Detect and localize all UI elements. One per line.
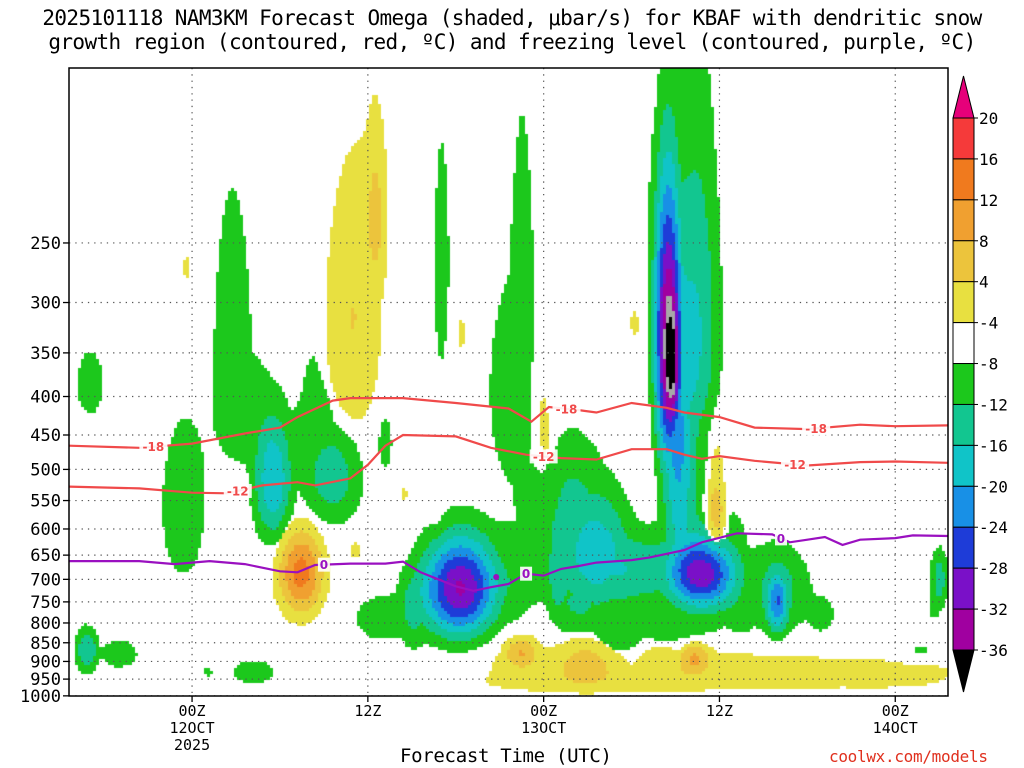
contour-line-0 bbox=[69, 397, 948, 449]
colorbar-label: -24 bbox=[979, 518, 1008, 537]
contour-label-bg bbox=[520, 566, 533, 581]
contour-label-bg bbox=[529, 449, 558, 464]
colorbar-segment bbox=[952, 608, 975, 651]
contour-label: -12 bbox=[227, 484, 249, 498]
colorbar-segment bbox=[952, 567, 975, 610]
x-tick-label: 12OCT bbox=[169, 719, 214, 737]
contour-label: -18 bbox=[556, 402, 578, 416]
x-tick-label: 00Z bbox=[530, 702, 557, 720]
y-tick-label: 400 bbox=[30, 388, 61, 408]
colorbar-segment bbox=[952, 199, 975, 242]
contour-label-bg bbox=[781, 457, 810, 472]
colorbar-segment bbox=[952, 240, 975, 283]
y-tick-label: 1000 bbox=[20, 687, 61, 707]
contour-label-bg bbox=[139, 439, 168, 454]
colorbar-segment bbox=[952, 526, 975, 569]
x-tick-label: 00Z bbox=[882, 702, 909, 720]
colorbar-segment bbox=[952, 485, 975, 528]
y-tick-label: 850 bbox=[30, 634, 61, 654]
colorbar-label: -16 bbox=[979, 436, 1008, 455]
colorbar-label: 8 bbox=[979, 232, 989, 251]
colorbar-label: -4 bbox=[979, 314, 998, 333]
contour-label: -12 bbox=[784, 458, 806, 472]
x-tick-label: 14OCT bbox=[873, 719, 918, 737]
contour-label: 0 bbox=[777, 532, 785, 546]
colorbar-label: -32 bbox=[979, 600, 1008, 619]
y-tick-label: 550 bbox=[30, 492, 61, 512]
x-tick-label: 2025 bbox=[174, 736, 210, 754]
colorbar-label: 20 bbox=[979, 109, 998, 128]
chart-title: 2025101118 NAM3KM Forecast Omega (shaded… bbox=[0, 6, 1024, 54]
y-tick-label: 900 bbox=[30, 652, 61, 672]
contour-label: -18 bbox=[805, 422, 827, 436]
colorbar-label: 4 bbox=[979, 273, 989, 292]
y-tick-label: 300 bbox=[30, 294, 61, 314]
plot-area: -18 -18 -18 -12 -12 -12 0 0 0 bbox=[69, 68, 948, 696]
colorbar-segment bbox=[952, 281, 975, 324]
colorbar-label: -36 bbox=[979, 641, 1008, 660]
colorbar-label: -20 bbox=[979, 477, 1008, 496]
y-tick-label: 350 bbox=[30, 344, 61, 364]
colorbar-top-arrow bbox=[952, 75, 975, 119]
colorbar-bottom-arrow bbox=[952, 649, 975, 693]
colorbar-segment bbox=[952, 444, 975, 487]
colorbar-segment bbox=[952, 117, 975, 160]
colorbar-label: 12 bbox=[979, 191, 998, 210]
contour-line-2 bbox=[69, 532, 948, 592]
colorbar-segment bbox=[952, 403, 975, 446]
x-tick-label: 00Z bbox=[179, 702, 206, 720]
y-tick-label: 650 bbox=[30, 546, 61, 566]
contour-label-bg bbox=[223, 483, 252, 498]
y-tick-label: 950 bbox=[30, 670, 61, 690]
contour-label: 0 bbox=[320, 558, 328, 572]
freezing-level-dot bbox=[493, 573, 500, 580]
contour-label-bg bbox=[774, 531, 787, 546]
colorbar-label: 16 bbox=[979, 150, 998, 169]
chart-title-line-2: growth region (contoured, red, ºC) and f… bbox=[48, 30, 976, 54]
y-tick-label: 450 bbox=[30, 426, 61, 446]
colorbar-segment bbox=[952, 363, 975, 405]
plot-frame bbox=[68, 67, 949, 697]
contour-label-bg bbox=[317, 557, 330, 572]
y-tick-label: 750 bbox=[30, 593, 61, 613]
y-tick-label: 500 bbox=[30, 460, 61, 480]
colorbar-segment bbox=[952, 158, 975, 201]
x-tick-label: 13OCT bbox=[521, 719, 566, 737]
contour-label-bg bbox=[552, 401, 581, 416]
colorbar-label: -12 bbox=[979, 395, 1008, 414]
x-axis-label: Forecast Time (UTC) bbox=[400, 745, 612, 767]
contour-label: -12 bbox=[533, 450, 555, 464]
colorbar-segment bbox=[952, 322, 975, 365]
y-tick-label: 600 bbox=[30, 520, 61, 540]
y-tick-label: 800 bbox=[30, 614, 61, 634]
contour-label: -18 bbox=[143, 440, 165, 454]
colorbar-label: -28 bbox=[979, 559, 1008, 578]
colorbar-label: -8 bbox=[979, 355, 998, 374]
contour-line-1 bbox=[69, 433, 948, 495]
chart-title-line-1: 2025101118 NAM3KM Forecast Omega (shaded… bbox=[42, 6, 982, 30]
x-tick-label: 12Z bbox=[354, 702, 381, 720]
y-tick-label: 250 bbox=[30, 234, 61, 254]
contour-label-bg bbox=[802, 421, 831, 436]
omega-shading bbox=[69, 68, 948, 696]
y-tick-label: 700 bbox=[30, 570, 61, 590]
x-tick-label: 12Z bbox=[706, 702, 733, 720]
credit-link[interactable]: coolwx.com/models bbox=[829, 747, 988, 766]
contour-label: 0 bbox=[522, 567, 530, 581]
